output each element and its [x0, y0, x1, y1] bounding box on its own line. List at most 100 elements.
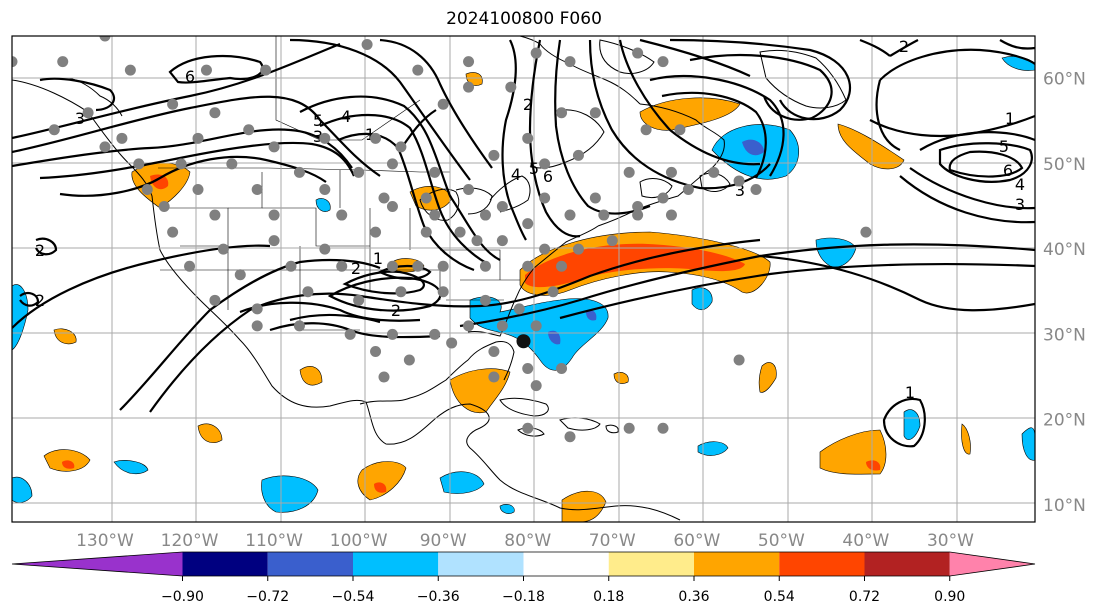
longitude-tick-label: 80°W: [504, 531, 551, 551]
station-dot: [454, 226, 466, 238]
contour-label: 5: [999, 137, 1009, 156]
colorbar-tick-label: 0.36: [678, 589, 709, 605]
station-dot: [471, 235, 483, 247]
colorbar-swatch: [779, 552, 865, 576]
station-dot: [378, 192, 390, 204]
latitude-tick-label: 10°N: [1043, 496, 1086, 516]
colorbar-swatch: [949, 552, 1035, 576]
station-dot: [243, 124, 255, 136]
station-dot: [395, 141, 407, 153]
station-dot: [556, 260, 568, 272]
station-dot: [370, 226, 382, 238]
station-dot: [116, 132, 128, 144]
station-dot: [547, 286, 559, 298]
station-dot: [167, 98, 179, 110]
station-dot: [302, 286, 314, 298]
station-dot: [124, 64, 136, 76]
station-dot: [564, 209, 576, 221]
station-dot: [437, 98, 449, 110]
colorbar-swatch: [182, 552, 268, 576]
station-dot: [640, 124, 652, 136]
latitude-tick-label: 40°N: [1043, 240, 1086, 260]
contour-label: 5: [313, 111, 323, 130]
colorbar-swatch: [864, 552, 950, 576]
station-dot: [539, 192, 551, 204]
station-dot: [539, 158, 551, 170]
contour-label: 2: [35, 291, 45, 310]
station-dot: [572, 243, 584, 255]
station-dot: [463, 56, 475, 68]
longitude-tick-label: 110°W: [245, 531, 303, 551]
colorbar-tick-label: 0.72: [849, 589, 880, 605]
colorbar-swatch: [608, 552, 694, 576]
station-dot: [209, 209, 221, 221]
station-dot: [217, 243, 229, 255]
station-dot: [412, 64, 424, 76]
station-dot: [429, 328, 441, 340]
station-dot: [99, 141, 111, 153]
station-dot: [556, 107, 568, 119]
station-dot: [496, 320, 508, 332]
longitude-tick-label: 50°W: [758, 531, 805, 551]
station-dot: [192, 132, 204, 144]
station-dot: [463, 183, 475, 195]
station-dot: [12, 56, 18, 68]
station-dot: [429, 209, 441, 221]
station-dot: [200, 64, 212, 76]
station-dot: [293, 166, 305, 178]
station-dot: [378, 371, 390, 383]
station-dot: [479, 209, 491, 221]
station-dot: [496, 235, 508, 247]
contour-label: 3: [1015, 195, 1025, 214]
contour-label: 4: [341, 107, 351, 126]
colorbar-tick-label: −0.72: [246, 589, 289, 605]
contour-label: 1: [373, 249, 383, 268]
station-dot: [632, 47, 644, 59]
station-dot: [167, 226, 179, 238]
station-dot: [361, 39, 373, 51]
station-dot: [488, 149, 500, 161]
contour-label: 2: [35, 241, 45, 260]
station-dot: [99, 36, 111, 42]
latitude-tick-label: 50°N: [1043, 155, 1086, 175]
station-dot: [234, 269, 246, 281]
contour-label: 3: [75, 109, 85, 128]
station-dot: [479, 294, 491, 306]
contour-label: 6: [1003, 161, 1013, 180]
station-dot: [860, 226, 872, 238]
contour-label: 1: [905, 383, 915, 402]
contour-label: 2: [899, 37, 909, 56]
station-dot: [420, 226, 432, 238]
station-dot: [429, 166, 441, 178]
colorbar-tick-label: 0.54: [764, 589, 795, 605]
colorbar-swatch: [12, 552, 183, 576]
station-dot: [48, 124, 60, 136]
station-dot: [522, 260, 534, 272]
station-dot: [209, 107, 221, 119]
station-dot: [682, 183, 694, 195]
station-dot: [750, 183, 762, 195]
latitude-tick-label: 30°N: [1043, 325, 1086, 345]
station-dot: [623, 166, 635, 178]
station-dot: [386, 158, 398, 170]
station-dot: [488, 371, 500, 383]
station-dot: [319, 132, 331, 144]
station-dot: [522, 132, 534, 144]
station-dot: [192, 183, 204, 195]
map-title: 2024100800 F060: [446, 9, 602, 29]
station-dot: [353, 294, 365, 306]
station-dot: [344, 328, 356, 340]
hurricane-marker: [516, 334, 531, 349]
longitude-tick-label: 60°W: [673, 531, 720, 551]
station-dot: [606, 235, 618, 247]
longitude-labels: 130°W 120°W 110°W 100°W 90°W 80°W 70°W 60°W 50°W…: [76, 531, 974, 551]
station-dot: [353, 166, 365, 178]
station-dot: [733, 175, 745, 187]
map-panel: 6 5 4 3 1 2 2 1 2 1 5 6 4 3 2 3 4 5 6 3 …: [12, 36, 1035, 522]
colorbar: −0.90 −0.72 −0.54 −0.36 −0.18 0.18 0.36 0.54 0.7…: [11, 551, 1036, 605]
map-frame: [11, 35, 1036, 523]
station-dot: [336, 209, 348, 221]
station-dot: [268, 209, 280, 221]
station-dot: [496, 201, 508, 213]
contour-label: 3: [313, 127, 323, 146]
